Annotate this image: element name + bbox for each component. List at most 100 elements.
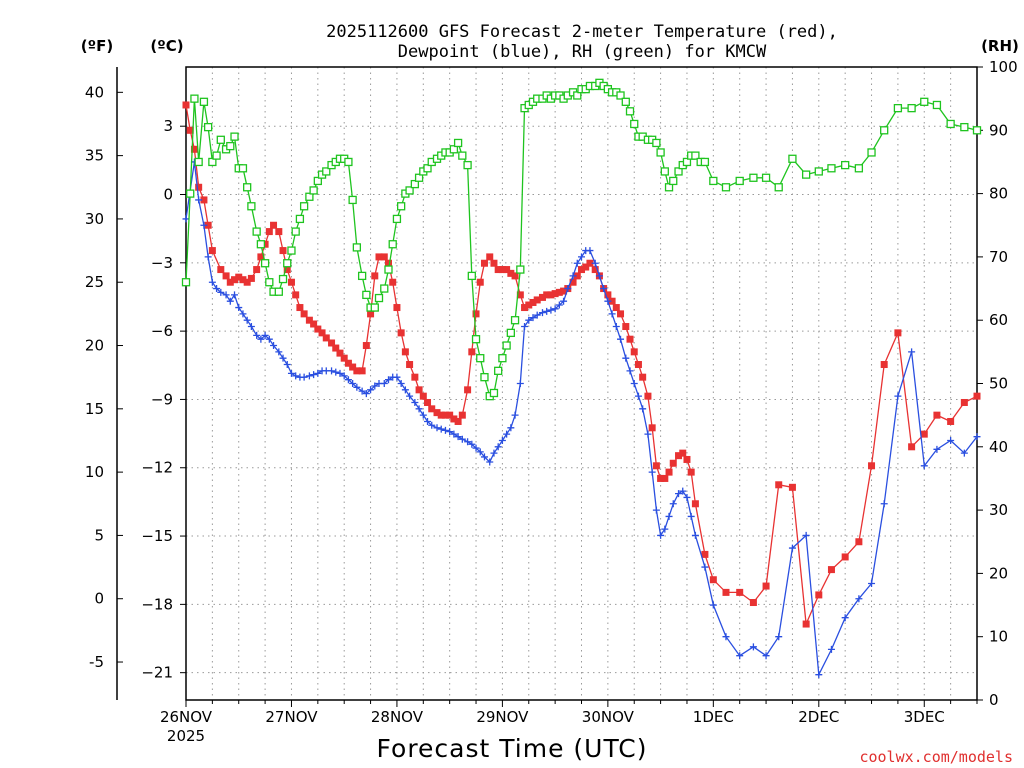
dewpoint-point <box>669 500 677 508</box>
dewpoint-point <box>353 383 361 391</box>
chart-title-line-1: 2025112600 GFS Forecast 2-meter Temperat… <box>326 22 838 42</box>
dewpoint-point <box>458 435 466 443</box>
temperature-point <box>322 334 330 342</box>
dewpoint-point <box>200 221 208 229</box>
rh-point <box>283 259 292 268</box>
temperature-point <box>511 272 519 280</box>
temperature-point <box>683 455 691 463</box>
temperature-point <box>235 273 243 281</box>
rh-point <box>960 122 969 132</box>
dewpoint-point <box>415 405 423 413</box>
dewpoint-point <box>247 323 255 331</box>
dewpoint-point <box>652 506 660 514</box>
dewpoint-point <box>336 369 344 377</box>
dewpoint-point <box>827 645 835 653</box>
dewpoint-point <box>630 380 638 387</box>
temperature-point <box>855 538 863 546</box>
rh-point <box>630 119 639 129</box>
rh-point <box>660 167 669 176</box>
rh-point <box>498 354 507 363</box>
dewpoint-point <box>397 380 405 387</box>
dewpoint-point <box>639 405 647 413</box>
dewpoint-point <box>762 652 770 660</box>
temperature-point <box>586 259 594 267</box>
dewpoint-point <box>213 285 221 293</box>
temperature-point <box>344 359 352 367</box>
rh-point <box>410 179 420 189</box>
temperature-point <box>428 405 436 413</box>
dewpoint-point <box>468 440 476 448</box>
celsius-tick-label: 3 <box>163 117 173 135</box>
temperature-point <box>634 361 642 369</box>
rh-point <box>309 186 318 195</box>
rh-point <box>423 164 432 173</box>
temperature-point <box>880 361 888 369</box>
rh-point <box>907 103 916 113</box>
rh-point <box>506 328 515 338</box>
dewpoint-point <box>300 373 308 381</box>
dewpoint-point <box>310 371 318 379</box>
x-tick-label: 2DEC <box>798 708 839 726</box>
rh-point <box>463 160 472 170</box>
rh-point <box>287 246 296 255</box>
rh-point <box>516 265 525 274</box>
temperature-point <box>450 415 458 423</box>
temperature-point <box>239 276 247 284</box>
temperature-point <box>231 276 239 284</box>
temperature-point <box>275 228 283 236</box>
rh-point <box>946 119 955 129</box>
fahrenheit-tick-label: 10 <box>85 463 104 481</box>
rh-point <box>247 202 256 211</box>
temperature-point <box>555 288 563 296</box>
dewpoint-point <box>749 643 757 651</box>
temperature-point <box>217 266 225 274</box>
temperature-point <box>617 310 625 318</box>
rh-point <box>489 388 499 398</box>
dewpoint-point <box>564 285 572 293</box>
dewpoint-point <box>701 563 709 571</box>
celsius-tick-label: −21 <box>141 664 173 682</box>
rh-tick-label: 0 <box>989 691 999 709</box>
temperature-point <box>529 298 537 306</box>
dewpoint-series <box>182 158 981 679</box>
temperature-point <box>397 329 405 337</box>
fahrenheit-tick-label: 5 <box>94 526 104 544</box>
rh-point <box>260 259 270 268</box>
temperature-point <box>551 290 559 298</box>
rh-point <box>352 243 362 252</box>
celsius-tick-label: −9 <box>151 390 173 408</box>
temperature-point <box>261 240 269 248</box>
fahrenheit-tick-label: 35 <box>85 147 104 165</box>
rh-point <box>243 183 252 192</box>
temperature-point <box>441 411 449 419</box>
fahrenheit-tick-label: 15 <box>85 400 104 418</box>
celsius-tick-label: −3 <box>151 254 173 272</box>
rh-tick-label: 70 <box>989 248 1008 266</box>
rh-point <box>458 151 467 160</box>
rh-point <box>380 284 389 293</box>
rh-point <box>252 227 261 236</box>
temperature-point <box>300 310 308 318</box>
rh-point <box>374 293 384 303</box>
temperature-point <box>762 582 770 590</box>
temperature-point <box>525 301 533 309</box>
fahrenheit-tick-label: 0 <box>94 590 104 608</box>
temperature-point <box>709 576 717 584</box>
rh-point <box>194 157 203 167</box>
dewpoint-point <box>644 430 652 438</box>
rh-point <box>972 126 982 135</box>
rh-point <box>414 173 424 182</box>
dewpoint-point <box>908 348 916 356</box>
temperature-point <box>538 293 546 301</box>
dewpoint-point <box>933 445 941 453</box>
dewpoint-point <box>182 215 190 223</box>
dewpoint-point <box>543 307 551 315</box>
temperature-point <box>195 183 203 191</box>
rh-point <box>471 335 481 344</box>
temperature-point <box>894 329 902 337</box>
temperature-point <box>296 304 304 312</box>
temperature-point <box>446 411 454 419</box>
dewpoint-point <box>498 436 506 444</box>
dewpoint-point <box>657 531 665 539</box>
